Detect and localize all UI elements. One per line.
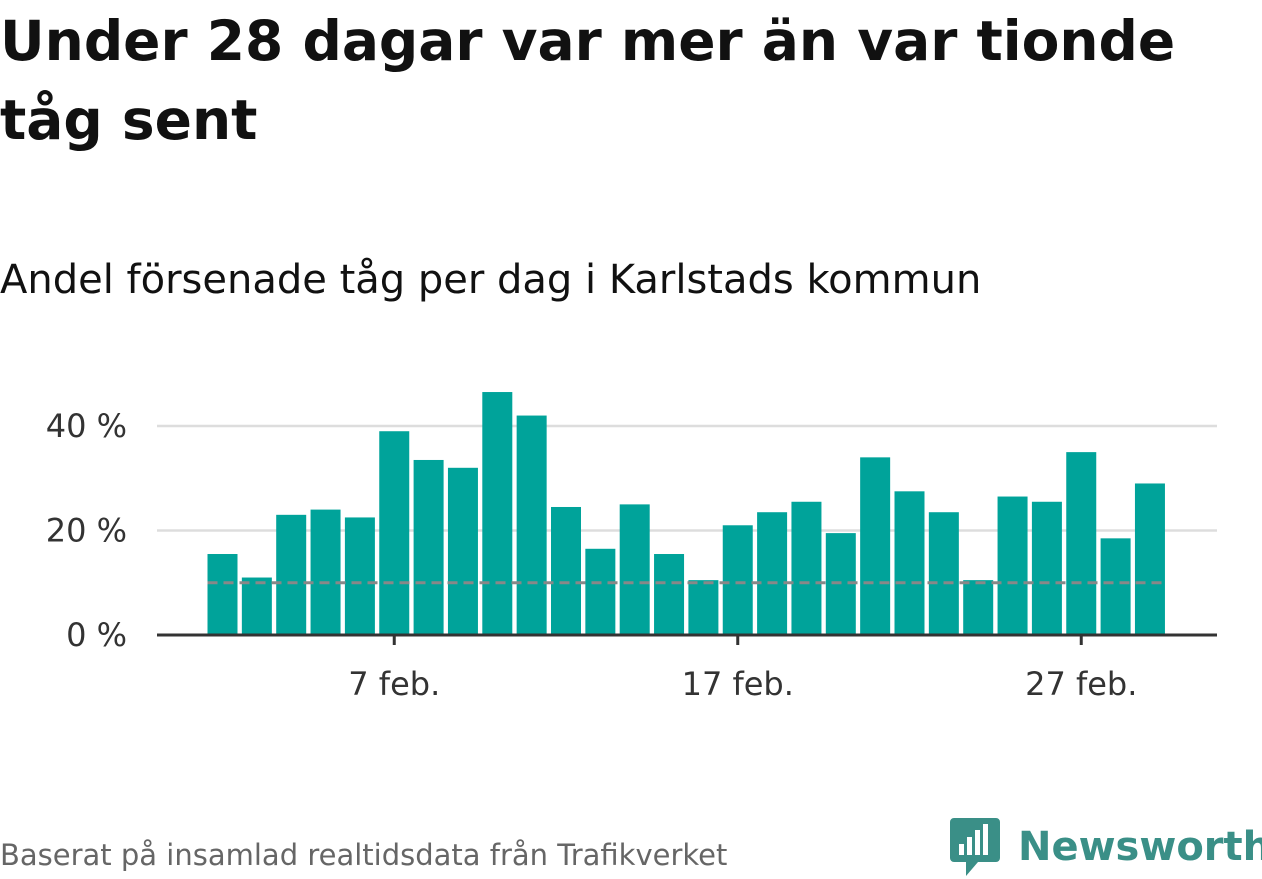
- y-axis-labels: 0 % 20 % 40 %: [46, 407, 127, 654]
- bar: [482, 392, 513, 635]
- bar: [654, 554, 685, 635]
- bar-chart: 0 % 20 % 40 % 7 feb. 17 feb. 27 feb.: [46, 392, 1217, 703]
- bar: [619, 504, 650, 635]
- bar: [894, 491, 925, 635]
- bar: [963, 580, 994, 635]
- bar: [413, 459, 444, 635]
- bar: [722, 525, 753, 635]
- bar: [928, 512, 959, 635]
- y-tick-label: 0 %: [66, 616, 127, 654]
- bar: [1066, 452, 1097, 635]
- bar: [379, 431, 410, 635]
- bar: [585, 548, 616, 635]
- bar: [447, 467, 478, 635]
- bar: [860, 457, 891, 635]
- chart-subtitle: Andel försenade tåg per dag i Karlstads …: [0, 257, 982, 303]
- bars: [207, 392, 1165, 635]
- bar: [551, 506, 581, 635]
- brand-name: Newsworthy: [1018, 824, 1262, 870]
- y-tick-label: 20 %: [46, 512, 127, 550]
- x-axis-labels: 7 feb. 17 feb. 27 feb.: [348, 665, 1137, 703]
- bar: [1100, 538, 1131, 635]
- bar: [757, 512, 788, 635]
- bar: [791, 501, 822, 635]
- bar: [1031, 501, 1062, 635]
- bar: [688, 580, 719, 635]
- bar: [344, 517, 375, 635]
- bar: [207, 554, 238, 635]
- bar: [516, 415, 547, 635]
- bar: [997, 496, 1028, 635]
- x-tick-label: 7 feb.: [348, 665, 440, 703]
- x-axis: [157, 633, 1217, 645]
- newsworthy-brand[interactable]: Newsworthy: [950, 818, 1262, 876]
- x-tick-label: 17 feb.: [682, 665, 794, 703]
- bar: [241, 577, 272, 635]
- source-note: Baserat på insamlad realtidsdata från Tr…: [0, 838, 728, 872]
- bar: [310, 509, 341, 635]
- bar: [276, 514, 307, 635]
- y-tick-label: 40 %: [46, 407, 127, 445]
- chart-title: Under 28 dagar var mer än var tionde tåg…: [0, 9, 1176, 152]
- x-tick-label: 27 feb.: [1025, 665, 1137, 703]
- bar: [1134, 483, 1165, 635]
- newsworthy-logo-icon: [950, 818, 1000, 876]
